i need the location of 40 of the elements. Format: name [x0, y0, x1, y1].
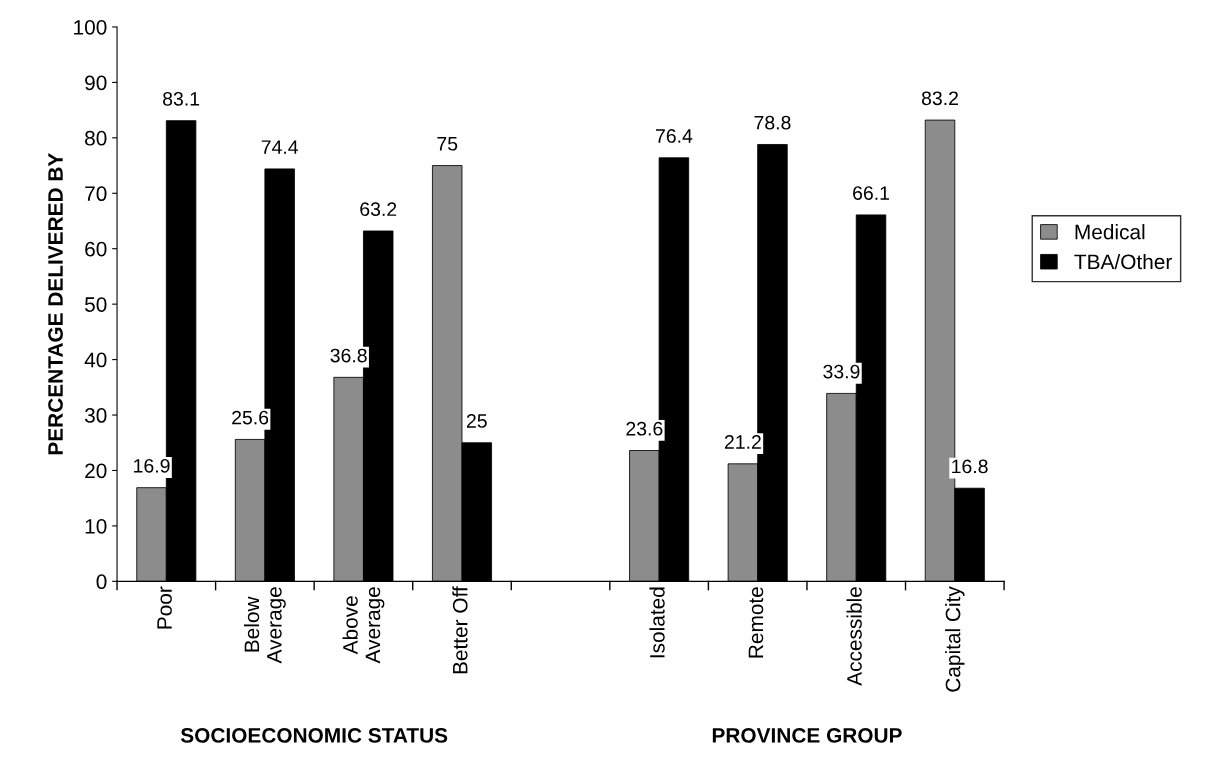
data-label: 21.2: [724, 435, 761, 449]
text: PROVINCE GROUP: [712, 728, 902, 743]
x-tick-label: Poor: [157, 586, 172, 629]
text: SOCIOECONOMIC STATUS: [180, 728, 448, 743]
data-label: 74.4: [261, 140, 299, 154]
y-tick-label: 100: [74, 19, 107, 35]
legend-label: TBA/Other: [1074, 253, 1172, 270]
y-tick-label: 10: [85, 518, 107, 534]
x-tick-label: Above Average: [342, 587, 385, 664]
y-tick-label: 0: [96, 574, 107, 590]
data-label: 36.8: [330, 348, 367, 363]
data-label: 78.8: [754, 115, 791, 130]
y-axis-title: PERCENTAGE DELIVERED BY: [48, 153, 63, 455]
data-label: 33.9: [823, 364, 860, 379]
x-tick-label: Better Off: [452, 586, 468, 674]
legend-label: Medical: [1075, 224, 1145, 240]
x-tick-label: Isolated: [649, 587, 665, 658]
data-label: 76.4: [655, 129, 693, 143]
data-label: 63.2: [360, 202, 397, 217]
x-tick-label: Remote: [748, 587, 764, 658]
data-label: 83.2: [921, 91, 958, 106]
data-label: 75: [437, 137, 458, 151]
x-tick-label: Below Average: [243, 587, 286, 664]
data-label: 23.6: [626, 421, 663, 436]
y-tick-label: 20: [85, 463, 107, 479]
y-tick-label: 90: [85, 75, 107, 91]
y-tick-label: 40: [84, 352, 107, 368]
data-label: 25: [466, 414, 487, 428]
data-label: 83.1: [163, 91, 200, 106]
data-label: 25.6: [232, 410, 269, 425]
x-tick-label: Capital City: [945, 586, 965, 692]
y-tick-label: 30: [84, 408, 107, 423]
y-tick-label: 70: [85, 186, 107, 202]
y-tick-label: 50: [84, 297, 107, 312]
y-tick-label: 60: [85, 241, 107, 257]
data-label: 16.8: [952, 459, 988, 474]
data-label: 16.9: [134, 458, 170, 473]
y-tick-label: 80: [85, 130, 107, 146]
data-label: 66.1: [853, 186, 889, 200]
x-tick-label: Accessible: [846, 587, 862, 686]
